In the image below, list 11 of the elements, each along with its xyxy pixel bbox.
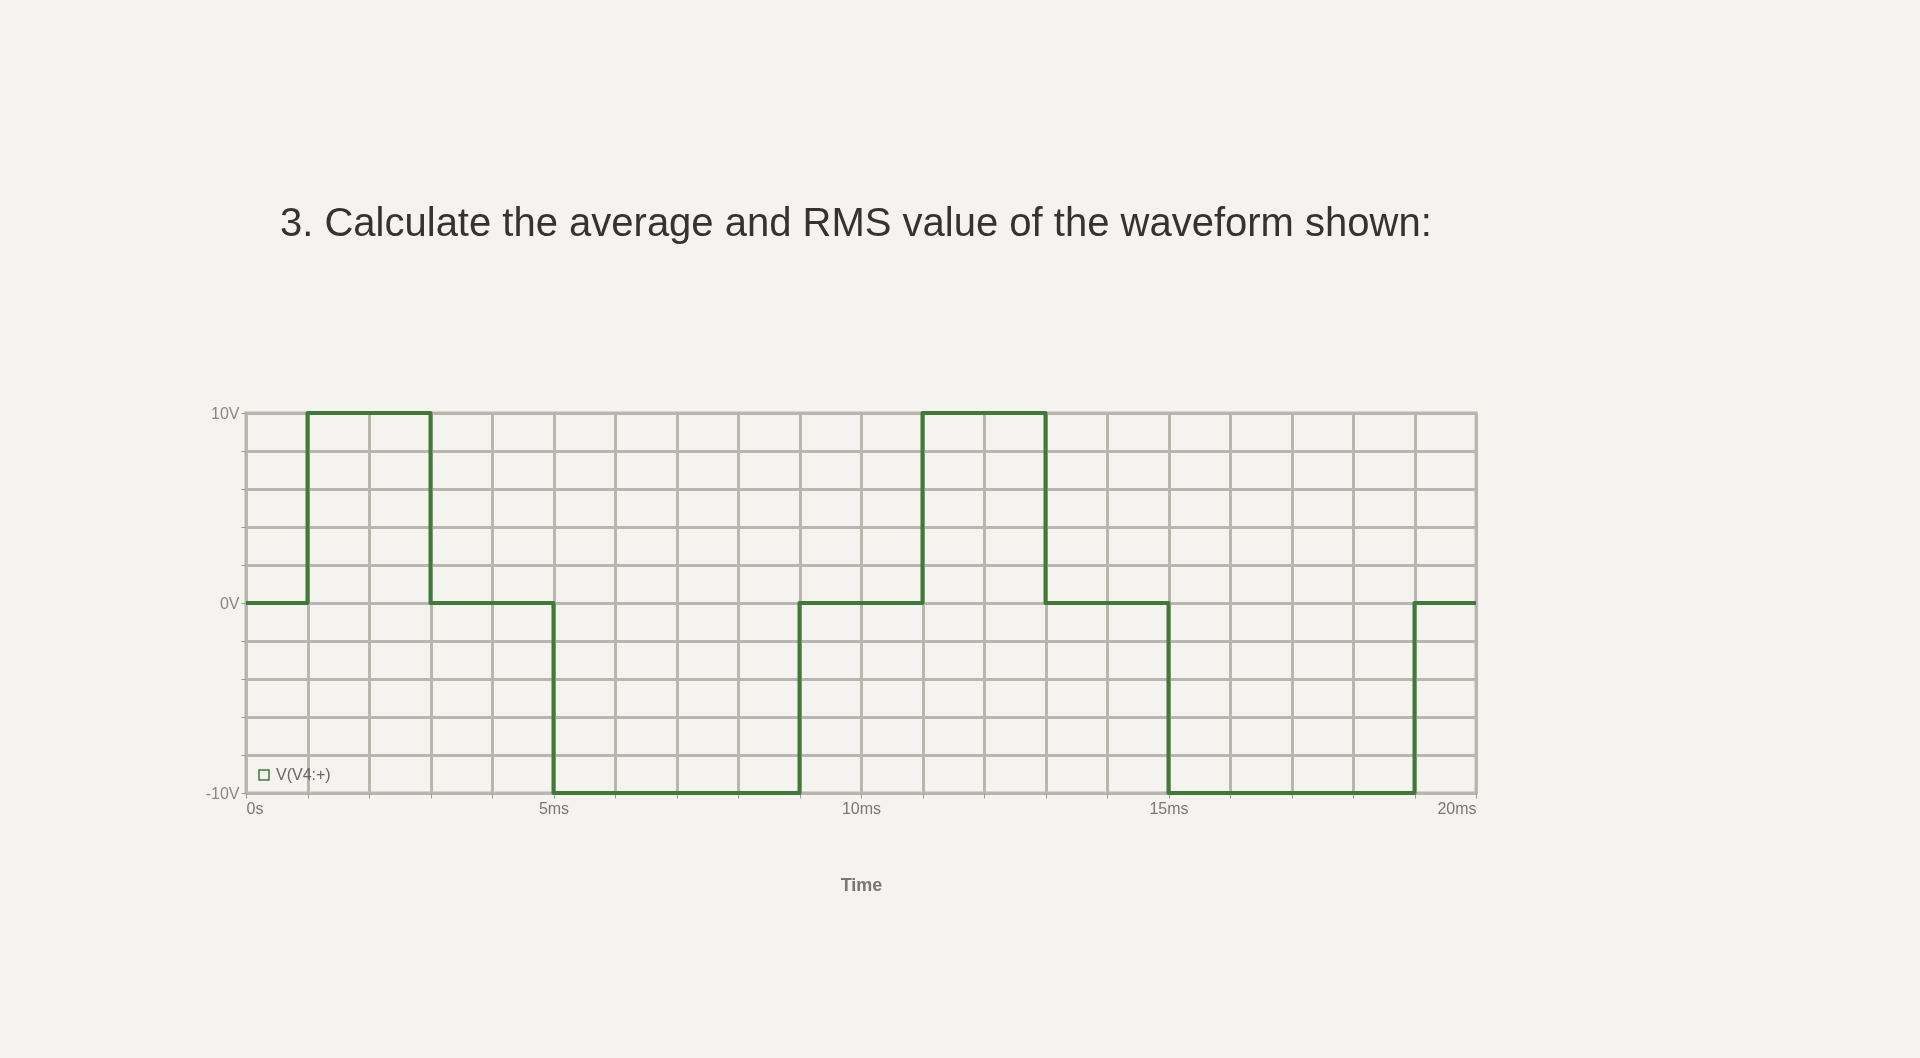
x-tick-label: 5ms [538,799,570,817]
x-tick-label: 10ms [841,799,882,817]
y-tick-label: -10V [205,784,240,802]
chart-title: 3. Calculate the average and RMS value of the waveform shown: [280,200,1432,245]
x-axis-title: Time [840,874,883,895]
legend-label: V(V4:+) [276,766,331,783]
x-tick-label: 20ms [1437,799,1477,817]
x-tick-label: 15ms [1149,799,1189,817]
y-tick-label: 0V [219,594,240,612]
x-tick-label: 0s [246,799,264,817]
y-tick-label: 10V [211,404,240,422]
